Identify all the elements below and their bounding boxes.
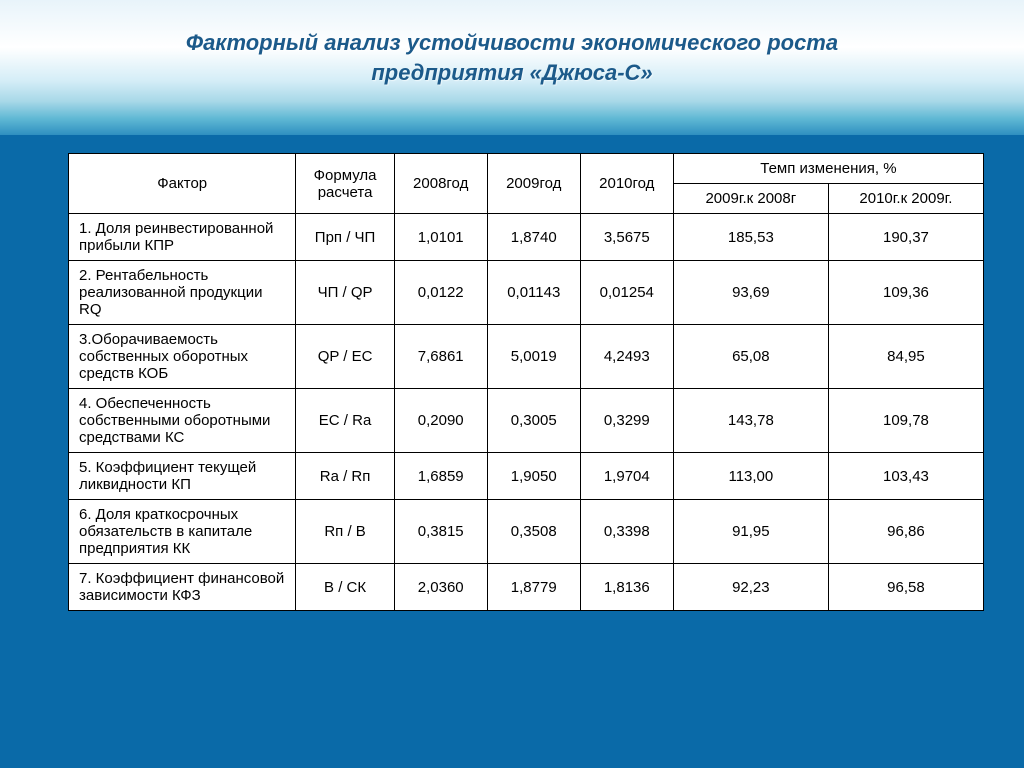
cell-temp2: 84,95: [828, 325, 983, 389]
slide-title: Факторный анализ устойчивости экономичес…: [0, 28, 1024, 87]
cell-formula: QP / EC: [296, 325, 394, 389]
col-formula: Формула расчета: [296, 154, 394, 214]
cell-2008: 1,6859: [394, 453, 487, 500]
cell-formula: EC / Ra: [296, 389, 394, 453]
cell-2010: 0,3398: [580, 500, 673, 564]
table-row: 1. Доля реинвестированной прибыли КПРПрп…: [69, 214, 984, 261]
cell-2010: 4,2493: [580, 325, 673, 389]
cell-factor: 2. Рентабельность реализованной продукци…: [69, 261, 296, 325]
cell-2009: 5,0019: [487, 325, 580, 389]
header-band: Факторный анализ устойчивости экономичес…: [0, 0, 1024, 135]
cell-temp2: 96,86: [828, 500, 983, 564]
header-row-1: Фактор Формула расчета 2008год 2009год 2…: [69, 154, 984, 184]
table-row: 5. Коэффициент текущей ликвидности КПRa …: [69, 453, 984, 500]
cell-temp2: 109,78: [828, 389, 983, 453]
cell-formula: Прп / ЧП: [296, 214, 394, 261]
cell-temp1: 65,08: [673, 325, 828, 389]
table-body: 1. Доля реинвестированной прибыли КПРПрп…: [69, 214, 984, 611]
col-2010: 2010год: [580, 154, 673, 214]
data-table: Фактор Формула расчета 2008год 2009год 2…: [68, 153, 984, 611]
cell-2009: 1,8740: [487, 214, 580, 261]
cell-temp2: 103,43: [828, 453, 983, 500]
cell-factor: 5. Коэффициент текущей ликвидности КП: [69, 453, 296, 500]
cell-formula: Rп / B: [296, 500, 394, 564]
title-line-2: предприятия «Джюса-С»: [371, 60, 652, 85]
cell-2010: 3,5675: [580, 214, 673, 261]
cell-temp2: 109,36: [828, 261, 983, 325]
cell-temp2: 96,58: [828, 564, 983, 611]
cell-temp1: 93,69: [673, 261, 828, 325]
cell-formula: ЧП / QP: [296, 261, 394, 325]
cell-temp1: 185,53: [673, 214, 828, 261]
cell-temp1: 143,78: [673, 389, 828, 453]
cell-2008: 1,0101: [394, 214, 487, 261]
cell-factor: 7. Коэффициент финансовой зависимости КФ…: [69, 564, 296, 611]
table-row: 4. Обеспеченность собственными оборотным…: [69, 389, 984, 453]
slide: Факторный анализ устойчивости экономичес…: [0, 0, 1024, 768]
col-temp2: 2010г.к 2009г.: [828, 184, 983, 214]
cell-2010: 1,9704: [580, 453, 673, 500]
cell-2009: 0,3508: [487, 500, 580, 564]
col-factor: Фактор: [69, 154, 296, 214]
cell-2008: 0,3815: [394, 500, 487, 564]
cell-2008: 0,2090: [394, 389, 487, 453]
col-temp1: 2009г.к 2008г: [673, 184, 828, 214]
cell-temp1: 91,95: [673, 500, 828, 564]
cell-factor: 6. Доля краткосрочных обязательств в кап…: [69, 500, 296, 564]
cell-temp2: 190,37: [828, 214, 983, 261]
content-area: Фактор Формула расчета 2008год 2009год 2…: [0, 135, 1024, 611]
cell-factor: 4. Обеспеченность собственными оборотным…: [69, 389, 296, 453]
cell-temp1: 113,00: [673, 453, 828, 500]
cell-factor: 3.Оборачиваемость собственных оборотных …: [69, 325, 296, 389]
cell-2010: 0,01254: [580, 261, 673, 325]
cell-2009: 1,9050: [487, 453, 580, 500]
cell-2009: 1,8779: [487, 564, 580, 611]
cell-2010: 0,3299: [580, 389, 673, 453]
cell-2008: 2,0360: [394, 564, 487, 611]
title-line-1: Факторный анализ устойчивости экономичес…: [186, 30, 838, 55]
table-row: 7. Коэффициент финансовой зависимости КФ…: [69, 564, 984, 611]
col-2009: 2009год: [487, 154, 580, 214]
cell-2008: 7,6861: [394, 325, 487, 389]
table-row: 6. Доля краткосрочных обязательств в кап…: [69, 500, 984, 564]
col-temp-group: Темп изменения, %: [673, 154, 983, 184]
cell-2009: 0,3005: [487, 389, 580, 453]
table-row: 2. Рентабельность реализованной продукци…: [69, 261, 984, 325]
cell-2008: 0,0122: [394, 261, 487, 325]
cell-formula: B / СК: [296, 564, 394, 611]
cell-2010: 1,8136: [580, 564, 673, 611]
cell-2009: 0,01143: [487, 261, 580, 325]
cell-temp1: 92,23: [673, 564, 828, 611]
table-row: 3.Оборачиваемость собственных оборотных …: [69, 325, 984, 389]
col-2008: 2008год: [394, 154, 487, 214]
cell-factor: 1. Доля реинвестированной прибыли КПР: [69, 214, 296, 261]
cell-formula: Ra / Rп: [296, 453, 394, 500]
